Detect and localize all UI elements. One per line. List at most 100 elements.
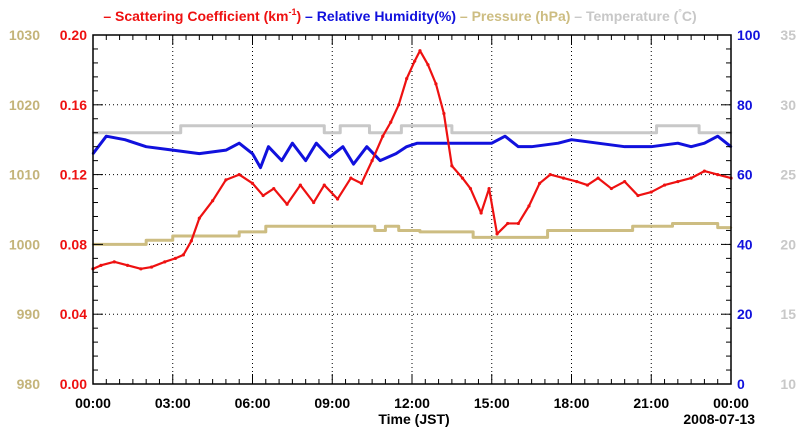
humidity-tick-label: 60 xyxy=(737,167,753,183)
series-point-scattering xyxy=(575,179,579,184)
series-point-scattering xyxy=(676,179,680,184)
series-point-scattering xyxy=(197,216,201,220)
series-point-humidity xyxy=(304,159,307,162)
humidity-tick-label: 100 xyxy=(737,27,761,43)
plot-area xyxy=(93,35,731,384)
series-point-humidity xyxy=(517,145,520,148)
series-point-humidity xyxy=(224,148,228,152)
series-point-scattering xyxy=(413,59,417,63)
series-point-humidity xyxy=(123,138,127,141)
pressure-tick-label: 1010 xyxy=(9,167,40,183)
series-point-temperature xyxy=(697,131,701,134)
pressure-tick-label: 1020 xyxy=(9,97,40,113)
series-point-temperature xyxy=(179,124,182,127)
series-point-scattering xyxy=(149,265,154,269)
series-point-pressure xyxy=(546,236,549,239)
temperature-tick-label: 15 xyxy=(780,306,796,322)
series-point-pressure xyxy=(397,225,400,228)
series-point-scattering xyxy=(689,176,693,180)
legend: – Scattering Coefficient (km-1) – Relati… xyxy=(103,7,696,24)
series-point-scattering xyxy=(189,239,193,243)
series-point-scattering xyxy=(250,181,255,185)
series-point-humidity xyxy=(394,152,398,155)
series-point-scattering xyxy=(163,260,167,264)
series-point-temperature xyxy=(697,124,701,127)
series-point-humidity xyxy=(291,141,294,145)
series-point-scattering xyxy=(702,169,707,173)
series-point-pressure xyxy=(471,236,475,239)
plot-border xyxy=(92,34,732,385)
series-point-scattering xyxy=(335,197,340,201)
series-point-humidity xyxy=(144,145,148,148)
series-point-scattering xyxy=(224,178,228,182)
series-point-pressure xyxy=(373,229,376,232)
series-point-humidity xyxy=(251,152,254,155)
series-point-scattering xyxy=(426,63,430,67)
series-point-scattering xyxy=(139,267,143,271)
series-point-scattering xyxy=(527,204,531,208)
x-tick-label: 15:00 xyxy=(474,395,510,411)
series-point-pressure xyxy=(716,222,719,225)
humidity-tick-label: 0 xyxy=(737,376,745,392)
x-tick-label: 18:00 xyxy=(554,395,590,411)
scattering-tick-label: 0.00 xyxy=(60,376,87,392)
series-point-scattering xyxy=(468,186,473,191)
x-axis-title: Time (JST) xyxy=(378,411,449,427)
series-point-humidity xyxy=(557,141,560,145)
legend-item-suffix: C) xyxy=(682,8,697,24)
series-point-humidity xyxy=(650,145,653,148)
series-point-humidity xyxy=(596,141,600,145)
series-point-temperature xyxy=(368,124,371,127)
series-point-temperature xyxy=(339,131,342,134)
series-point-pressure xyxy=(171,234,174,238)
humidity-tick-label: 40 xyxy=(737,236,753,252)
series-point-humidity xyxy=(365,145,369,148)
series-point-scattering xyxy=(585,183,590,187)
series-point-scattering xyxy=(370,159,374,163)
legend-item-superscript: -1 xyxy=(288,7,296,17)
scattering-tick-label: 0.20 xyxy=(60,27,87,43)
series-point-scattering xyxy=(442,111,446,116)
series-point-scattering xyxy=(312,200,316,205)
series-point-scattering xyxy=(487,186,491,191)
series-point-scattering xyxy=(237,173,241,177)
series-point-pressure xyxy=(384,229,387,232)
series-point-pressure xyxy=(418,230,422,234)
series-point-temperature xyxy=(450,124,454,127)
series-point-humidity xyxy=(676,141,680,145)
series-point-temperature xyxy=(368,131,371,134)
series-point-scattering xyxy=(716,173,720,177)
series-point-temperature xyxy=(323,124,326,127)
series-point-humidity xyxy=(689,145,693,148)
series-point-temperature xyxy=(323,131,326,134)
series-point-pressure xyxy=(631,229,634,232)
humidity-tick-label: 80 xyxy=(737,97,753,113)
series-point-scattering xyxy=(649,190,653,194)
series-point-temperature xyxy=(400,131,403,134)
series-point-pressure xyxy=(671,225,674,228)
series-point-humidity xyxy=(416,141,419,145)
series-point-humidity xyxy=(703,141,706,145)
series-point-scattering xyxy=(495,232,499,236)
series-point-temperature xyxy=(655,131,658,134)
series-point-pressure xyxy=(546,229,549,232)
x-tick-label: 03:00 xyxy=(155,395,191,411)
series-point-humidity xyxy=(378,159,382,162)
series-point-scattering xyxy=(450,164,454,168)
scattering-tick-label: 0.08 xyxy=(60,236,87,252)
series-point-scattering xyxy=(397,103,401,107)
series-point-scattering xyxy=(261,193,265,198)
series-point-scattering xyxy=(112,260,116,264)
series-point-scattering xyxy=(381,134,385,138)
series-point-pressure xyxy=(171,239,174,242)
temperature-tick-label: 20 xyxy=(780,236,796,252)
legend-item: – Pressure (hPa) xyxy=(456,8,570,24)
legend-item: – Scattering Coefficient (km xyxy=(103,8,288,24)
legend-item-suffix: ) xyxy=(297,8,302,24)
series-point-scattering xyxy=(99,263,103,267)
legend-item: – Temperature ( xyxy=(570,8,678,24)
series-point-scattering xyxy=(548,173,552,177)
series-point-scattering xyxy=(272,186,276,191)
series-point-scattering xyxy=(623,179,627,184)
